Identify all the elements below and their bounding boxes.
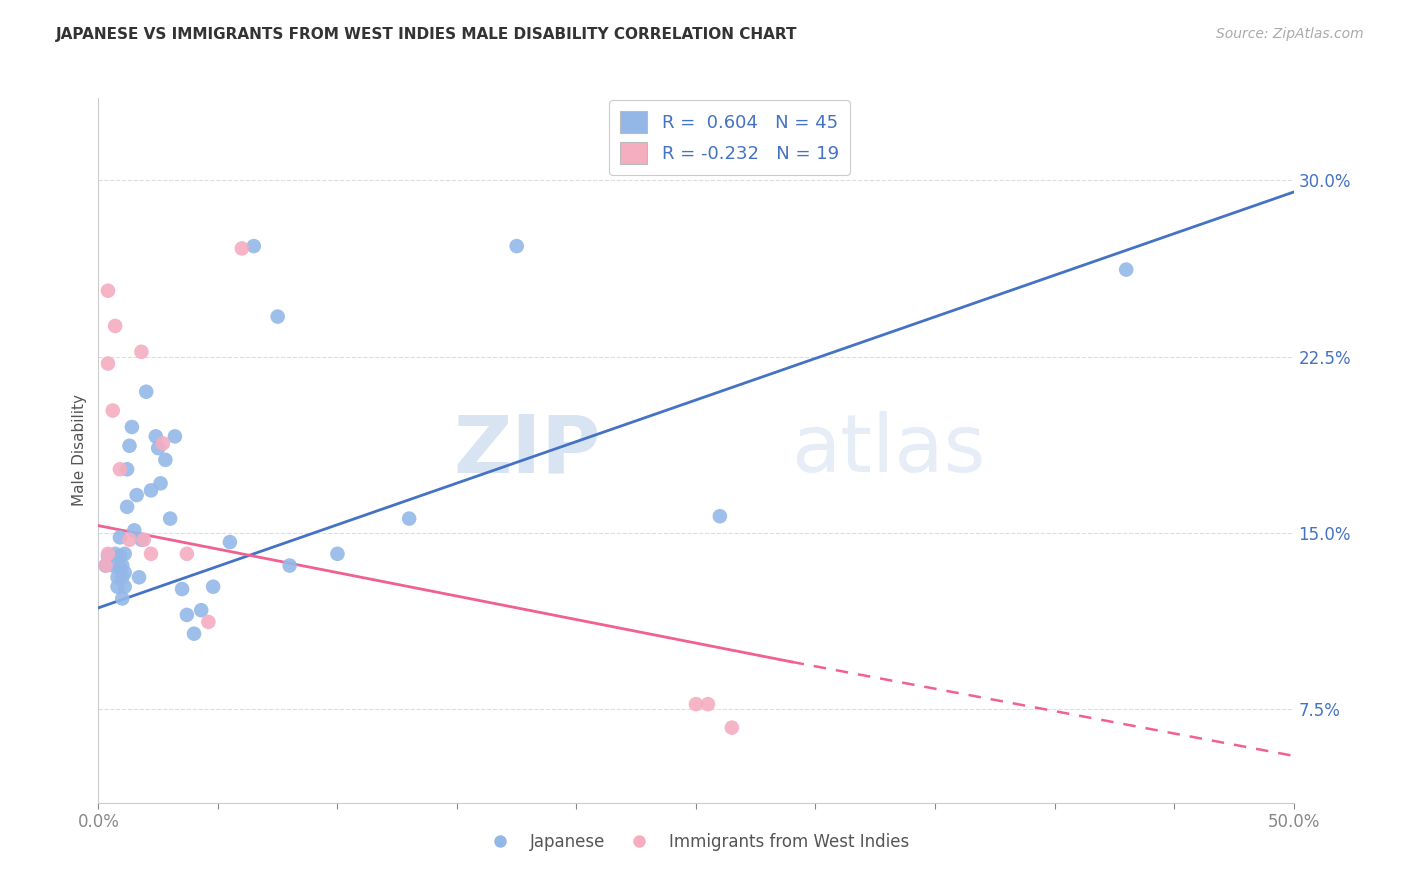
Point xyxy=(219,535,242,549)
Point xyxy=(709,509,731,524)
Point xyxy=(172,582,194,596)
Point xyxy=(243,239,266,253)
Point xyxy=(97,357,120,371)
Point xyxy=(152,436,174,450)
Point xyxy=(148,441,170,455)
Legend: Japanese, Immigrants from West Indies: Japanese, Immigrants from West Indies xyxy=(477,827,915,858)
Point xyxy=(97,549,120,564)
Point xyxy=(94,558,117,573)
Point xyxy=(176,547,198,561)
Point xyxy=(326,547,349,561)
Point xyxy=(131,344,153,359)
Point xyxy=(721,721,744,735)
Point xyxy=(108,561,131,575)
Text: Source: ZipAtlas.com: Source: ZipAtlas.com xyxy=(1216,27,1364,41)
Point xyxy=(111,570,134,584)
Point xyxy=(108,462,131,476)
Point xyxy=(132,533,155,547)
Point xyxy=(94,558,117,573)
Point xyxy=(118,439,141,453)
Point xyxy=(107,580,129,594)
Point xyxy=(115,500,138,514)
Point xyxy=(121,420,143,434)
Point xyxy=(131,533,153,547)
Point xyxy=(159,511,181,525)
Point xyxy=(149,476,172,491)
Point xyxy=(124,524,146,538)
Point xyxy=(506,239,529,253)
Point xyxy=(135,384,157,399)
Point xyxy=(685,697,707,711)
Point xyxy=(145,429,167,443)
Point xyxy=(115,462,138,476)
Point xyxy=(118,533,141,547)
Point xyxy=(1115,262,1137,277)
Point xyxy=(128,570,150,584)
Point xyxy=(111,591,134,606)
Text: atlas: atlas xyxy=(792,411,986,490)
Point xyxy=(155,453,177,467)
Point xyxy=(114,547,136,561)
Point xyxy=(97,547,120,561)
Point xyxy=(278,558,301,573)
Text: ZIP: ZIP xyxy=(453,411,600,490)
Point xyxy=(111,558,134,573)
Point xyxy=(267,310,290,324)
Point xyxy=(108,549,131,564)
Point xyxy=(101,558,124,573)
Point xyxy=(163,429,186,443)
Point xyxy=(183,626,205,640)
Point xyxy=(697,697,720,711)
Point xyxy=(125,488,148,502)
Point xyxy=(398,511,420,525)
Point xyxy=(104,547,127,561)
Point xyxy=(202,580,225,594)
Point xyxy=(139,483,162,498)
Point xyxy=(190,603,212,617)
Point xyxy=(101,403,124,417)
Point xyxy=(114,566,136,580)
Text: JAPANESE VS IMMIGRANTS FROM WEST INDIES MALE DISABILITY CORRELATION CHART: JAPANESE VS IMMIGRANTS FROM WEST INDIES … xyxy=(56,27,797,42)
Y-axis label: Male Disability: Male Disability xyxy=(72,394,87,507)
Point xyxy=(197,615,219,629)
Point xyxy=(97,284,120,298)
Point xyxy=(139,547,162,561)
Point xyxy=(114,580,136,594)
Point xyxy=(104,318,127,333)
Point xyxy=(176,607,198,622)
Point xyxy=(107,570,129,584)
Point xyxy=(231,242,253,256)
Point xyxy=(108,530,131,544)
